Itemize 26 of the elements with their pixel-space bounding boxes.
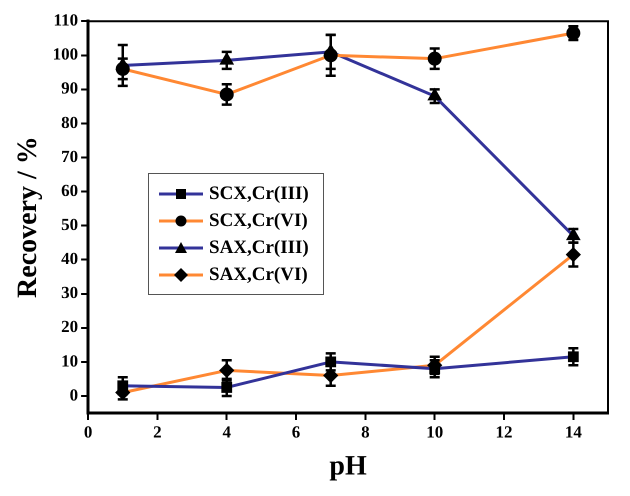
y-tick-label: 20	[61, 317, 78, 336]
y-tick-label: 110	[54, 10, 78, 30]
y-tick-label: 0	[70, 385, 78, 404]
legend-label: SAX,Cr(III)	[209, 236, 309, 258]
y-axis-title: Recovery / %	[12, 136, 44, 298]
x-tick-label: 2	[153, 422, 162, 442]
x-tick-label: 10	[426, 422, 444, 442]
x-tick-label: 0	[84, 422, 92, 442]
legend-label: SCX,Cr(III)	[209, 182, 309, 204]
x-tick-label: 12	[496, 422, 513, 442]
x-tick-label: 6	[292, 422, 300, 442]
y-tick-label: 100	[52, 44, 78, 64]
y-tick-label: 50	[61, 215, 78, 234]
x-axis-title: pH	[329, 450, 367, 482]
y-tick-label: 90	[61, 78, 78, 98]
legend-label: SCX,Cr(VI)	[209, 210, 308, 232]
x-tick-label: 4	[222, 422, 232, 442]
legend-label: SAX,Cr(VI)	[209, 264, 308, 286]
y-tick-label: 80	[61, 112, 78, 132]
y-tick-label: 30	[61, 283, 78, 302]
y-tick-label: 60	[61, 180, 78, 200]
y-tick-label: 40	[61, 249, 78, 268]
x-tick-label: 14	[564, 422, 582, 442]
y-tick-label: 70	[61, 146, 78, 166]
y-tick-label: 10	[61, 351, 78, 370]
x-tick-label: 8	[361, 422, 370, 442]
